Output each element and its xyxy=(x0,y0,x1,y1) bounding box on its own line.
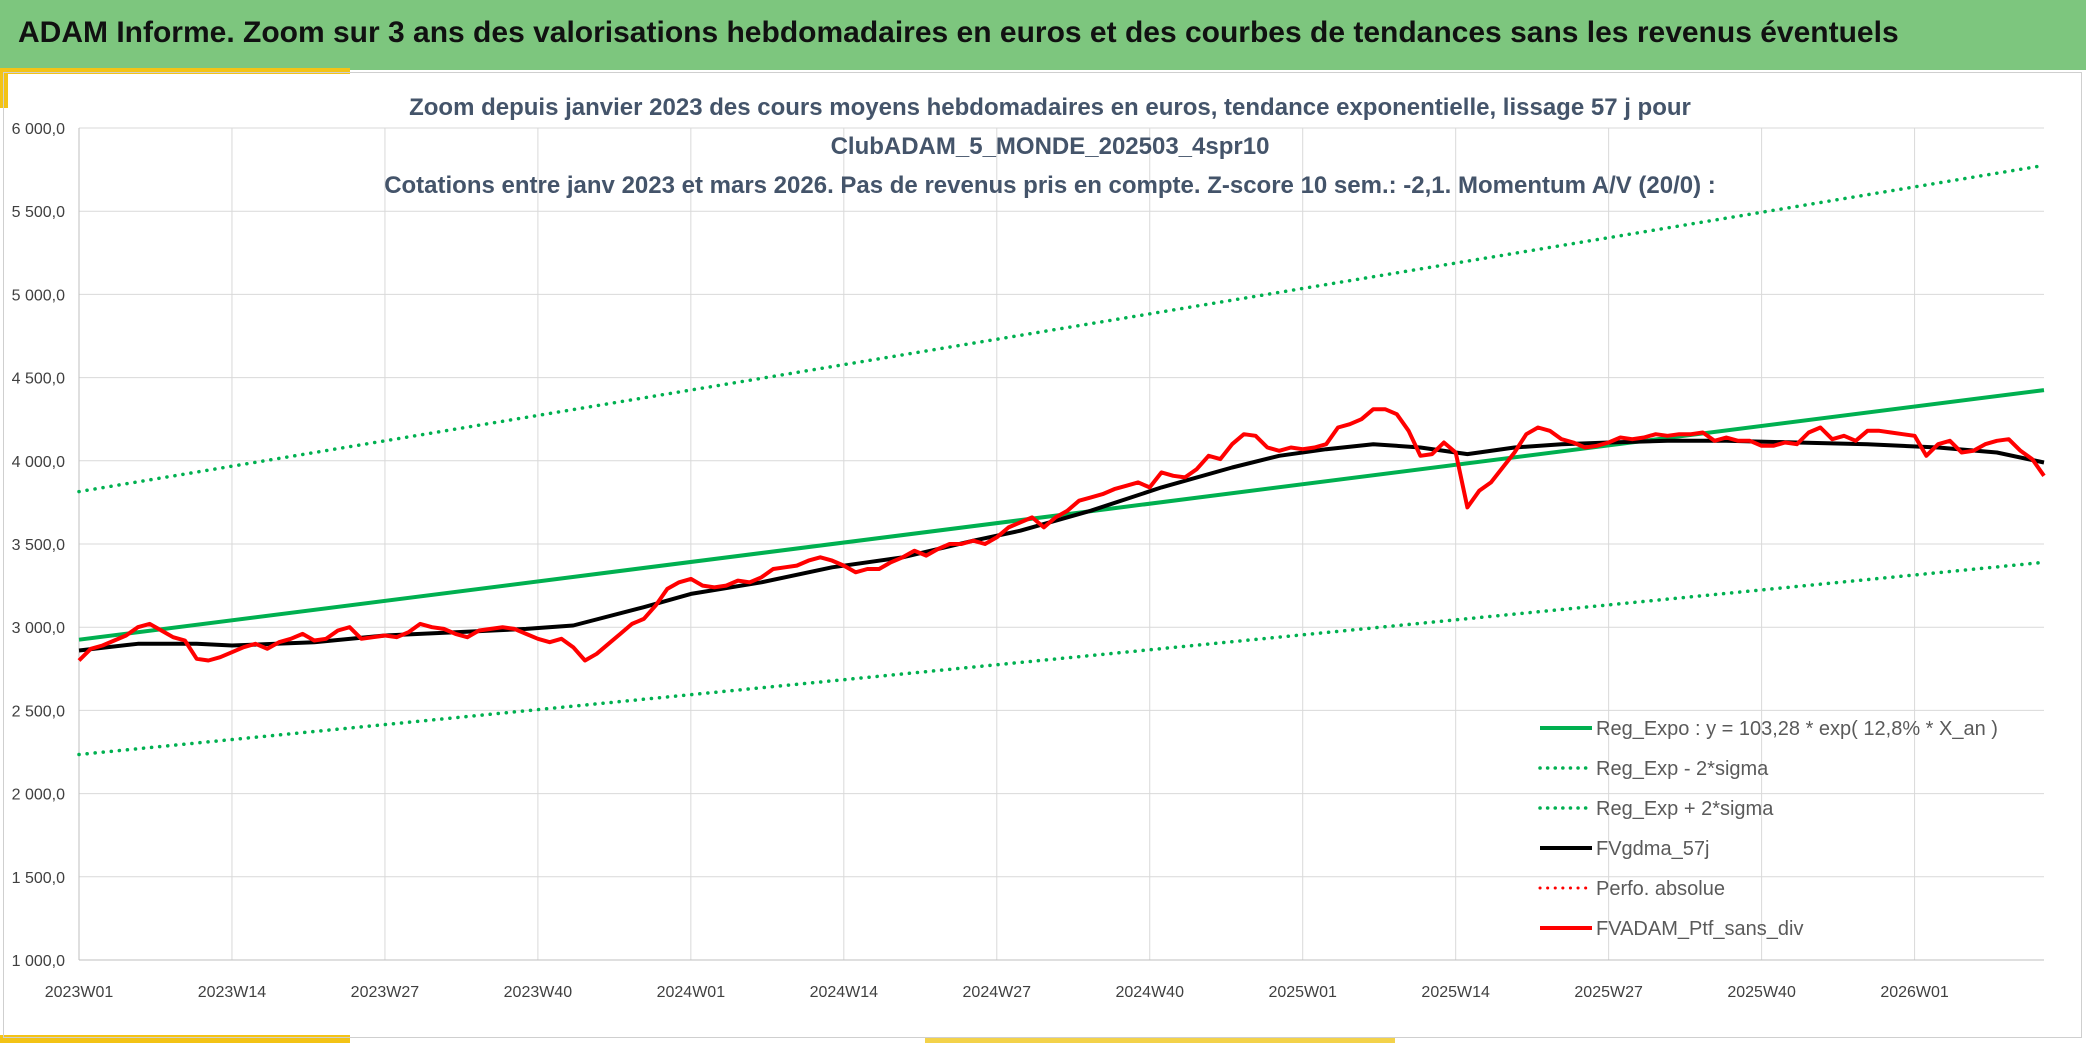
x-tick-label: 2023W01 xyxy=(45,984,114,1001)
chart-title-line-3: Cotations entre janv 2023 et mars 2026. … xyxy=(384,172,1716,199)
x-tick-label: 2024W14 xyxy=(810,984,879,1001)
x-tick-label: 2025W40 xyxy=(1727,984,1796,1001)
series-line-fvgdma-57j xyxy=(78,438,2045,653)
chart-title: Zoom depuis janvier 2023 des cours moyen… xyxy=(384,94,1716,199)
x-tick-label: 2024W40 xyxy=(1115,984,1184,1001)
accent-bar-left xyxy=(0,68,8,108)
x-tick-label: 2024W27 xyxy=(963,984,1032,1001)
legend-label-perfo-absolue: Perfo. absolue xyxy=(1596,878,1725,900)
x-tick-label: 2023W27 xyxy=(351,984,420,1001)
y-tick-label: 2 500,0 xyxy=(12,703,65,720)
page-title: ADAM Informe. Zoom sur 3 ans des valoris… xyxy=(18,16,1899,49)
legend-label-fvadam-ptf-sans-div: FVADAM_Ptf_sans_div xyxy=(1596,918,1804,940)
chart-title-line-2: ClubADAM_5_MONDE_202503_4spr10 xyxy=(831,133,1270,160)
legend-label-reg-exp-plus-2sigma: Reg_Exp + 2*sigma xyxy=(1596,798,1774,820)
axes: 1 000,0 1 500,0 2 000,0 2 500,0 3 000,0 3 500… xyxy=(12,121,2044,1001)
accent-bar-bottom-mid xyxy=(925,1037,1395,1043)
chart-title-line-1: Zoom depuis janvier 2023 des cours moyen… xyxy=(409,94,1691,121)
x-tick-label: 2025W01 xyxy=(1268,984,1337,1001)
y-tick-label: 4 000,0 xyxy=(12,454,65,471)
y-tick-label: 2 000,0 xyxy=(12,787,65,804)
y-tick-label: 5 000,0 xyxy=(12,287,65,304)
series-line-reg-exp-plus-2sigma xyxy=(77,163,2046,494)
y-tick-label: 3 000,0 xyxy=(12,620,65,637)
series-line-fvadam-ptf-sans-div xyxy=(77,407,2046,663)
accent-bar-top xyxy=(0,68,350,74)
x-tick-label: 2023W40 xyxy=(504,984,573,1001)
page-header: ADAM Informe. Zoom sur 3 ans des valoris… xyxy=(0,0,2086,70)
x-tick-label: 2025W27 xyxy=(1574,984,1643,1001)
x-tick-label: 2026W01 xyxy=(1880,984,1949,1001)
series-lines xyxy=(77,163,2046,757)
legend: Reg_Expo : y = 103,28 * exp( 12,8% * X_a… xyxy=(1538,718,1998,940)
y-tick-label: 3 500,0 xyxy=(12,537,65,554)
gridlines xyxy=(78,127,2044,961)
series-line-reg-exp-minus-2sigma xyxy=(77,560,2046,757)
y-tick-label: 1 000,0 xyxy=(12,953,65,970)
y-tick-label: 4 500,0 xyxy=(12,371,65,388)
legend-label-reg-exp-minus-2sigma: Reg_Exp - 2*sigma xyxy=(1596,758,1769,780)
accent-bar-bottom xyxy=(0,1035,350,1043)
y-tick-label: 5 500,0 xyxy=(12,204,65,221)
legend-label-reg-expo: Reg_Expo : y = 103,28 * exp( 12,8% * X_a… xyxy=(1596,718,1998,740)
legend-label-fvgdma-57j: FVgdma_57j xyxy=(1596,838,1709,860)
chart-frame xyxy=(3,72,2082,1038)
x-tick-label: 2023W14 xyxy=(198,984,267,1001)
x-tick-label: 2024W01 xyxy=(657,984,726,1001)
y-tick-label: 6 000,0 xyxy=(12,121,65,138)
y-tick-label: 1 500,0 xyxy=(12,870,65,887)
x-tick-label: 2025W14 xyxy=(1421,984,1490,1001)
